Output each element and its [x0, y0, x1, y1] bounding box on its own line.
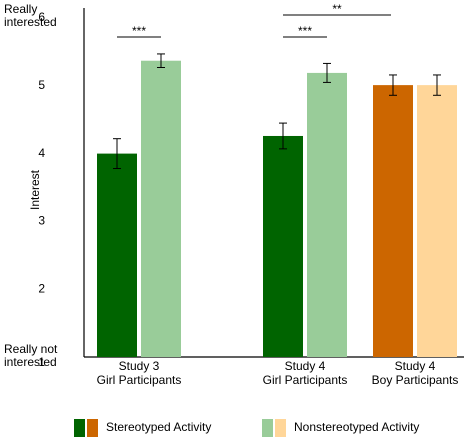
bar: [263, 135, 303, 357]
bar: [373, 85, 413, 357]
y-bottom-label: interested: [4, 355, 57, 369]
y-bottom-label: Really not: [4, 342, 58, 356]
x-tick-label: Study 4: [395, 359, 436, 373]
y-top-label: interested: [4, 15, 57, 29]
y-tick-label: 3: [38, 214, 45, 228]
y-tick-label: 6: [38, 10, 45, 24]
y-axis-label: Interest: [28, 169, 42, 210]
y-tick-label: 2: [38, 281, 45, 295]
x-tick-label: Study 4: [285, 359, 326, 373]
x-tick-label: Boy Participants: [372, 373, 459, 387]
y-tick-label: 5: [38, 78, 45, 92]
legend-swatch: [87, 419, 98, 437]
y-top-label: Really: [4, 2, 37, 16]
y-tick-label: 1: [38, 355, 45, 369]
x-tick-label: Study 3: [119, 359, 160, 373]
legend-label: Nonstereotyped Activity: [294, 420, 419, 434]
legend-swatch: [262, 419, 273, 437]
significance-label: ***: [298, 24, 312, 38]
legend-swatch: [74, 419, 85, 437]
significance-label: ***: [132, 24, 146, 38]
legend-swatch: [275, 419, 286, 437]
significance-label: **: [332, 2, 342, 16]
y-tick-label: 4: [38, 146, 45, 160]
legend-label: Stereotyped Activity: [106, 420, 211, 434]
bar: [307, 72, 347, 357]
bar: [417, 85, 457, 357]
x-tick-label: Girl Participants: [97, 373, 182, 387]
x-tick-label: Girl Participants: [263, 373, 348, 387]
bar: [97, 153, 137, 357]
bar: [141, 60, 181, 358]
